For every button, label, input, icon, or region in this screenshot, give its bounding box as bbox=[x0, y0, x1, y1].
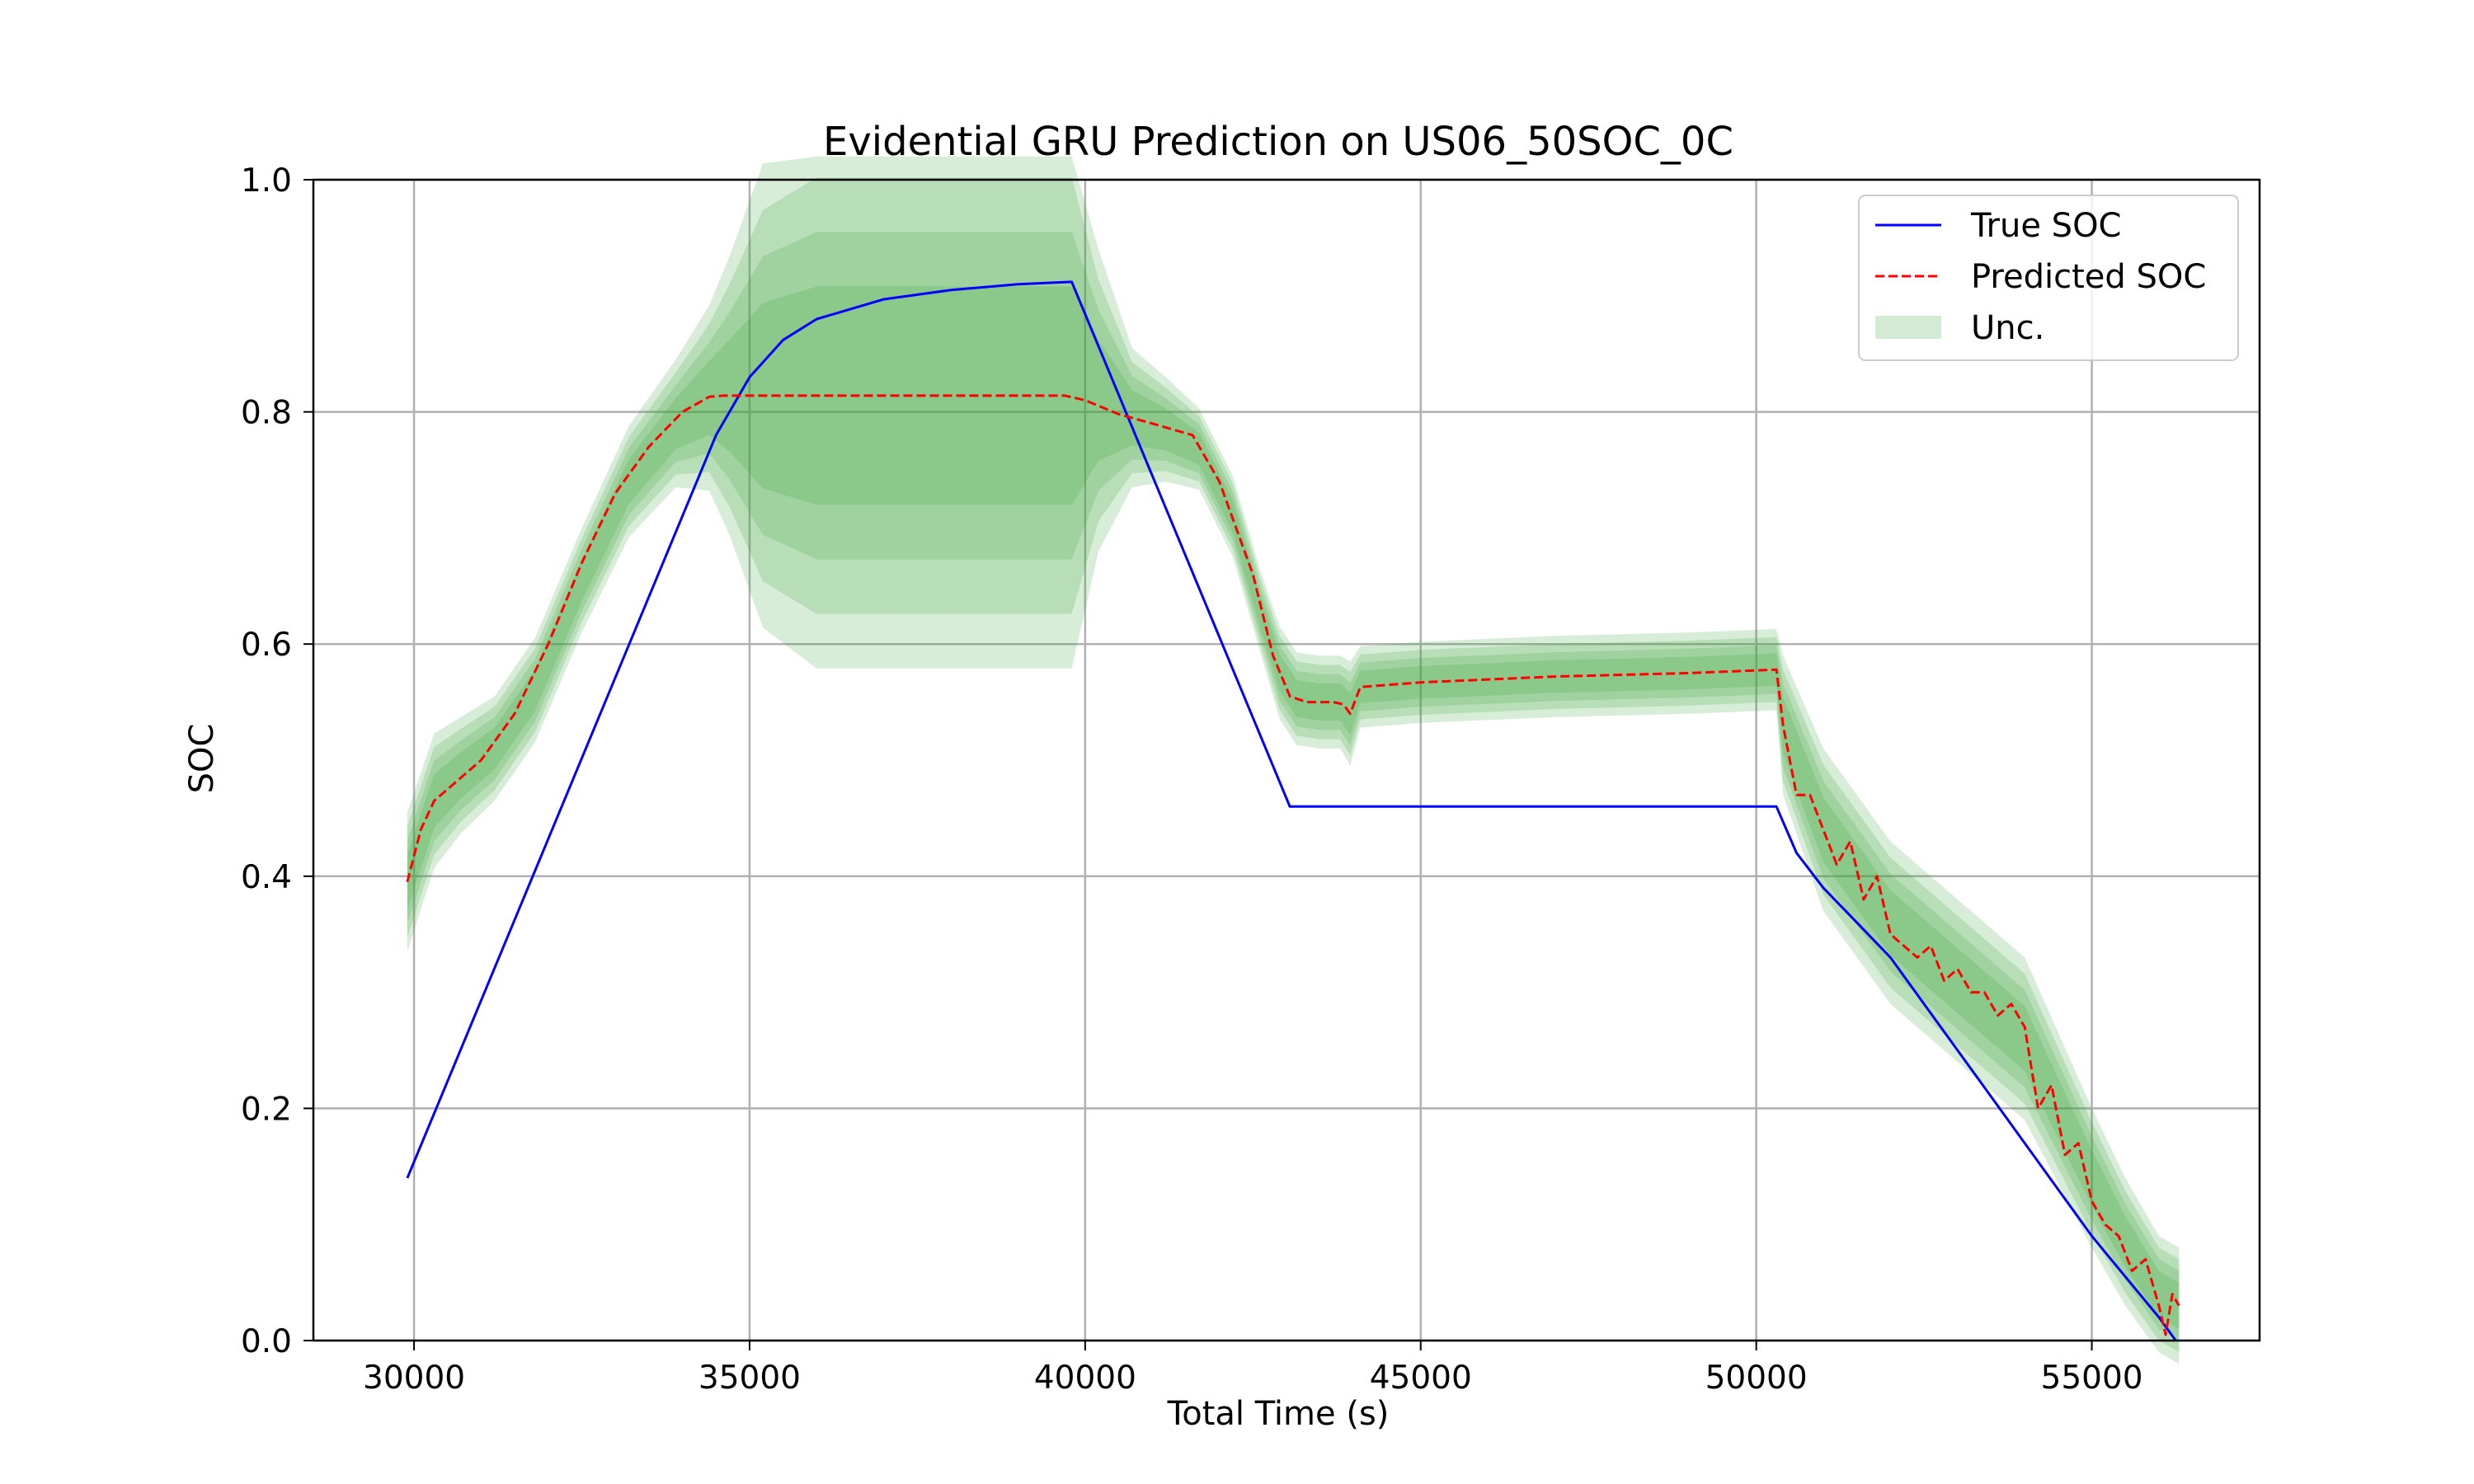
legend-label: True SOC bbox=[1970, 207, 2121, 245]
y-tick-label: 0.8 bbox=[241, 395, 292, 432]
x-tick-label: 45000 bbox=[1370, 1360, 1472, 1397]
x-tick-label: 40000 bbox=[1034, 1360, 1136, 1397]
predicted-soc-line bbox=[406, 394, 2180, 1336]
y-tick-label: 0.6 bbox=[241, 627, 292, 664]
x-tick-label: 50000 bbox=[1705, 1360, 1808, 1397]
legend-swatch-uncertainty bbox=[1875, 316, 1941, 339]
true-soc-line bbox=[406, 280, 2177, 1341]
series-lines bbox=[406, 280, 2180, 1341]
x-axis-title: Total Time (s) bbox=[1167, 1395, 1390, 1433]
chart-title: Evidential GRU Prediction on US06_50SOC_… bbox=[823, 119, 1733, 165]
legend-label: Predicted SOC bbox=[1971, 258, 2206, 296]
x-tick-label: 30000 bbox=[363, 1360, 465, 1397]
uncertainty-band-3 bbox=[407, 232, 2180, 1341]
legend-label: Unc. bbox=[1971, 309, 2044, 347]
plot-area-frame bbox=[312, 178, 2261, 1342]
axis-ticks: 30000 35000 40000 45000 50000 55000 0.0 0.2 0.4 0… bbox=[241, 162, 2143, 1397]
y-tick-label: 0.4 bbox=[241, 859, 292, 896]
x-tick-label: 35000 bbox=[698, 1360, 801, 1397]
uncertainty-bands bbox=[407, 156, 2180, 1364]
y-tick-label: 0.2 bbox=[241, 1091, 292, 1128]
x-tick-label: 55000 bbox=[2041, 1360, 2143, 1397]
uncertainty-band-1 bbox=[407, 156, 2180, 1364]
y-tick-label: 0.0 bbox=[241, 1323, 292, 1360]
uncertainty-band-4 bbox=[407, 286, 2180, 1329]
uncertainty-band-2 bbox=[407, 177, 2180, 1353]
legend-box bbox=[1858, 195, 2239, 361]
legend: True SOC Predicted SOC Unc. bbox=[1858, 195, 2239, 361]
y-tick-label: 1.0 bbox=[241, 162, 292, 200]
y-axis-title: SOC bbox=[183, 724, 221, 794]
